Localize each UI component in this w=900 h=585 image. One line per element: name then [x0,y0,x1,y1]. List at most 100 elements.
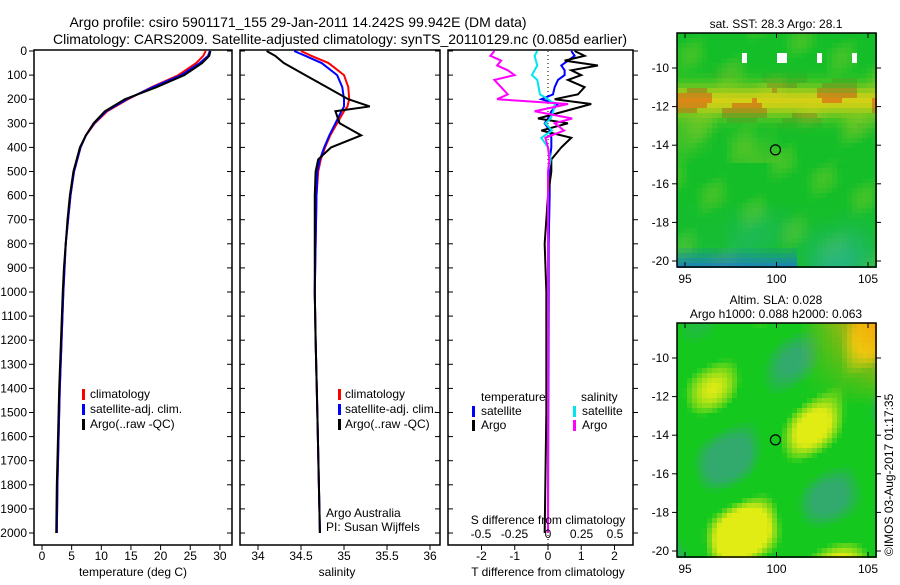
map-cell [677,348,682,353]
map-cell [742,138,747,143]
map-cell [772,68,777,73]
map-cell [712,63,717,68]
map-cell [837,528,842,533]
map-cell [822,263,827,268]
map-cell [782,548,787,553]
map-cell [707,193,712,198]
map-cell [692,338,697,343]
map-cell [842,373,847,378]
map-cell [777,463,782,468]
map-cell [702,243,707,248]
map-cell [817,378,822,383]
map-cell [797,353,802,358]
map-cell [742,118,747,123]
map-cell [817,33,822,38]
map-cell [682,503,687,508]
map-cell [817,338,822,343]
map-cell [852,393,857,398]
map-cell [737,48,742,53]
depth-tick-label: 1900 [0,502,27,516]
map-cell [722,463,727,468]
map-cell [687,533,692,538]
map-cell [842,513,847,518]
map-cell [787,143,792,148]
map-cell [822,73,827,78]
map-cell [727,338,732,343]
map-cell [772,258,777,263]
map-cell [752,128,757,133]
map-cell [787,218,792,223]
map-cell [727,178,732,183]
map-cell [767,48,772,53]
map-cell [777,553,782,558]
map-cell [832,118,837,123]
map-cell [792,208,797,213]
map-cell [832,133,837,138]
map-cell [772,233,777,238]
map-cell [742,348,747,353]
map-cell [822,358,827,363]
map-cell [687,523,692,528]
map-cell [822,428,827,433]
map-cell [817,38,822,43]
depth-tick-label: 1400 [0,381,27,395]
map-cell [712,333,717,338]
map-cell [767,388,772,393]
map-cell [732,138,737,143]
map-cell [792,118,797,123]
map-cell [802,263,807,268]
map-cell [697,438,702,443]
map-cell [827,38,832,43]
map-cell [847,143,852,148]
map-cell [787,528,792,533]
map-cell [772,338,777,343]
map-cell [842,323,847,328]
map-cell [707,198,712,203]
map-cell [707,483,712,488]
map-cell [717,353,722,358]
map-cell [787,343,792,348]
map-cell [842,433,847,438]
map-cell [737,353,742,358]
map-cell [737,483,742,488]
map-cell [682,348,687,353]
map-cell [702,478,707,483]
map-cell [677,123,682,128]
map-cell [792,193,797,198]
map-cell [727,198,732,203]
map-cell [862,178,867,183]
salinity-line-2 [266,50,371,534]
map-cell [817,448,822,453]
map-cell [787,138,792,143]
map-cell [822,373,827,378]
map-cell [737,148,742,153]
map-cell [807,218,812,223]
map-cell [787,398,792,403]
map-cell [772,348,777,353]
map-cell [792,133,797,138]
map-cell [757,348,762,353]
map-cell [712,128,717,133]
map-cell [797,448,802,453]
map-cell [677,403,682,408]
map-cell [757,173,762,178]
map-cell [767,198,772,203]
map-cell [762,198,767,203]
map-cell [677,518,682,523]
map-cell [862,528,867,533]
map-cell [842,493,847,498]
map-cell [802,173,807,178]
map-cell [682,183,687,188]
map-cell [802,453,807,458]
map-cell [747,398,752,403]
map-cell [717,43,722,48]
map-cell [812,343,817,348]
map-cell [707,73,712,78]
map-cell [697,533,702,538]
map-cell [797,153,802,158]
map-cell [682,448,687,453]
map-cell [802,103,807,108]
map-cell [827,398,832,403]
map-cell [717,363,722,368]
map-cell [727,78,732,83]
